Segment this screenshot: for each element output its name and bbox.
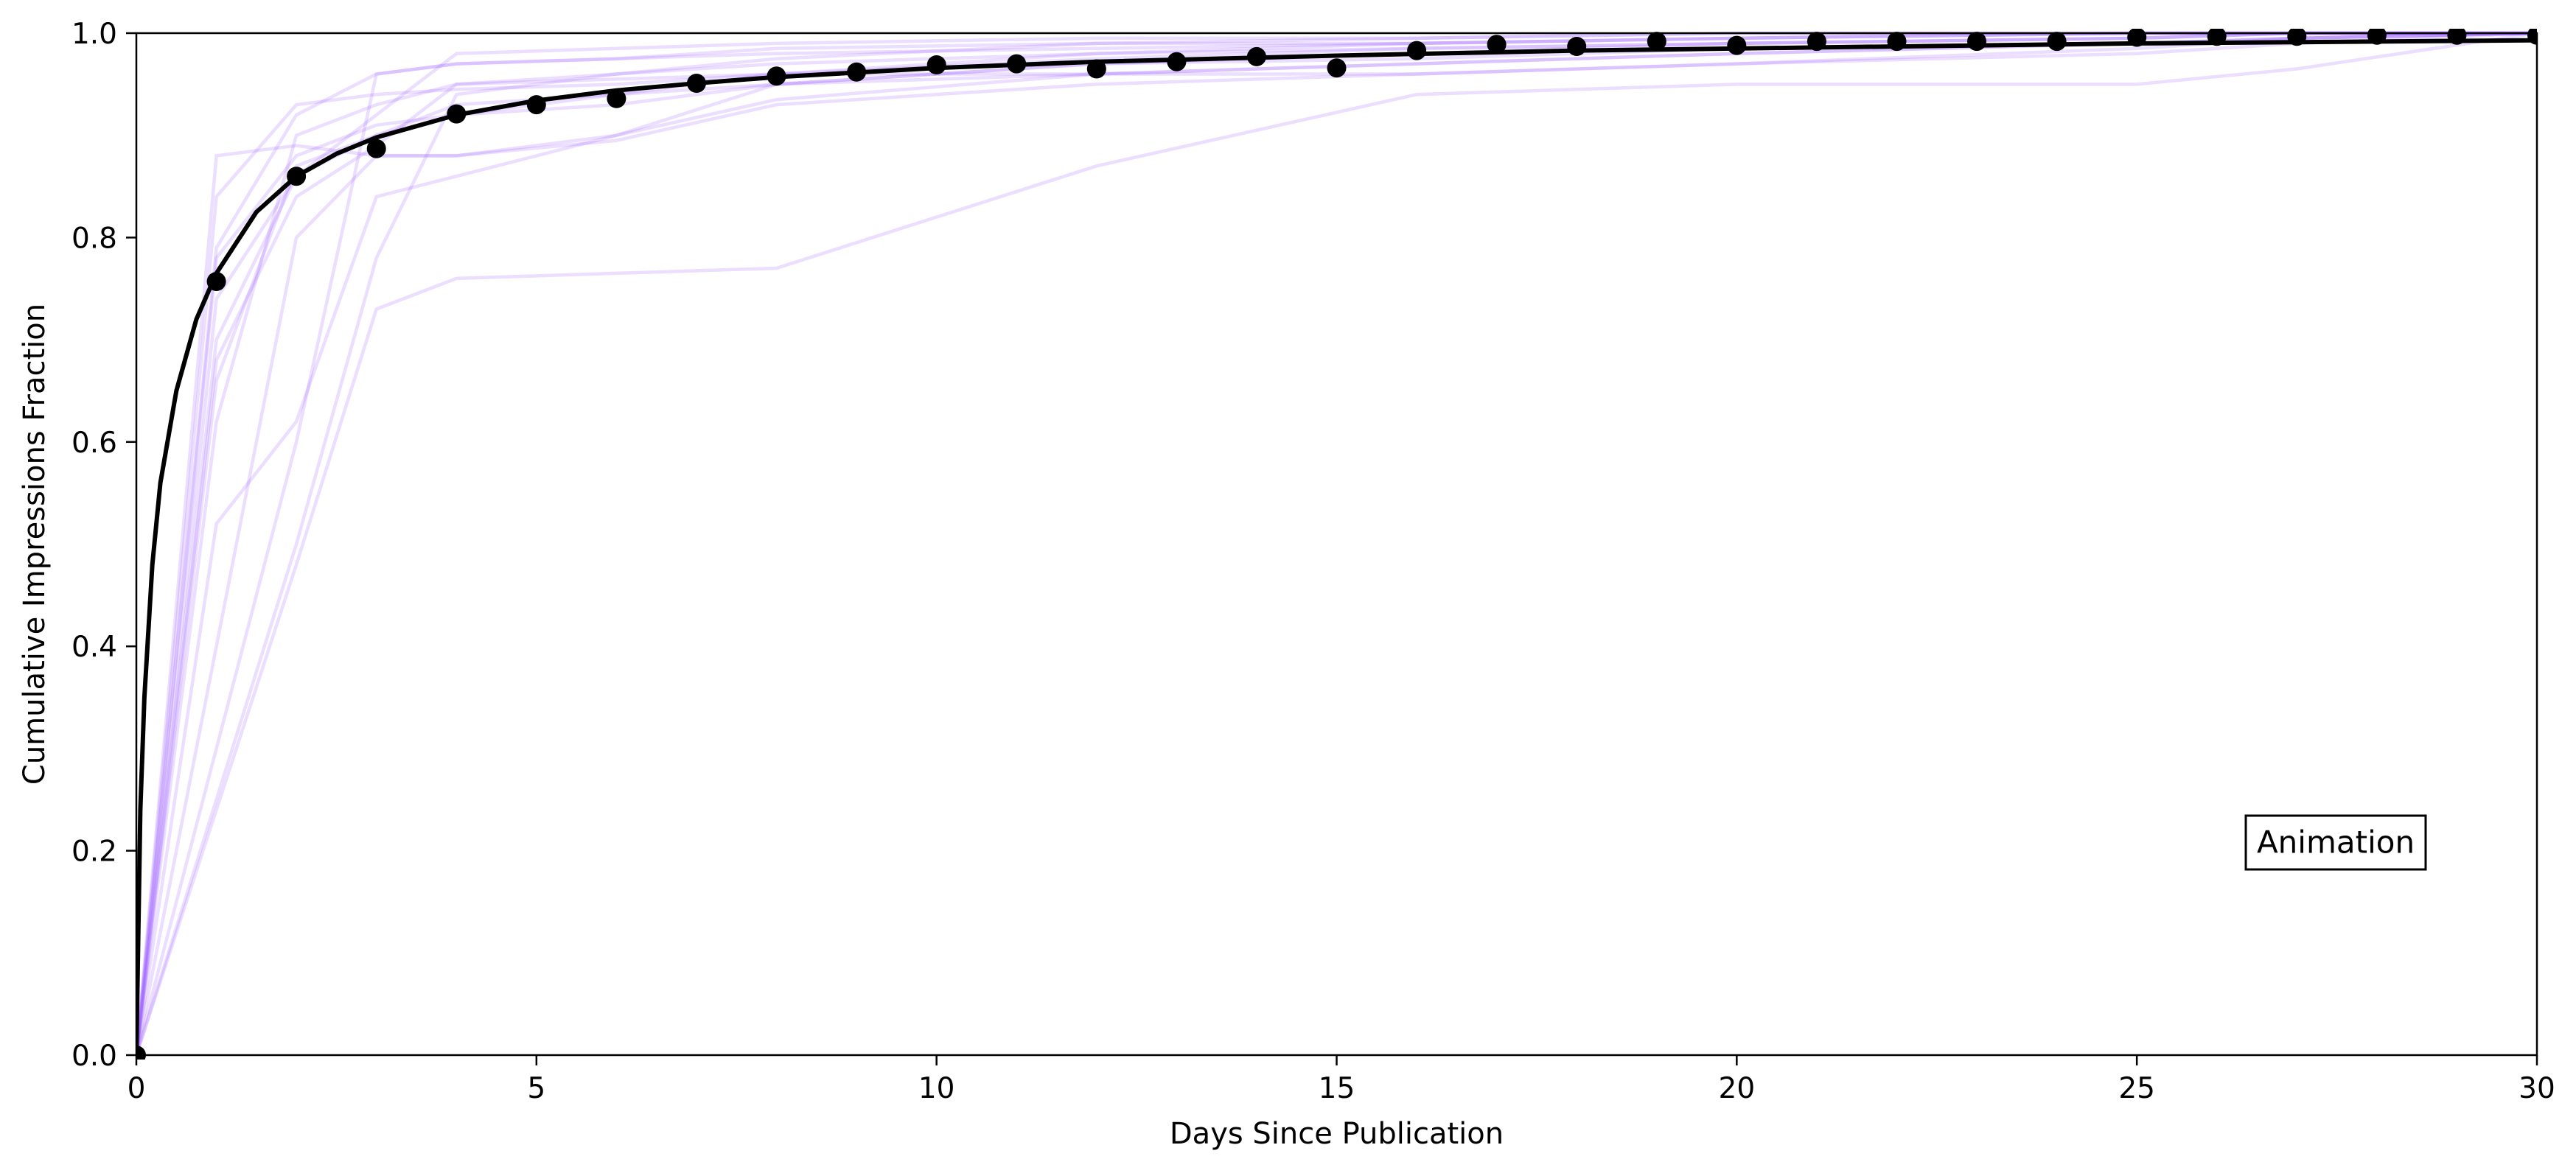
mean-point bbox=[2127, 29, 2147, 47]
y-tick-label: 0.6 bbox=[71, 427, 117, 460]
fit-curve-line bbox=[136, 38, 2537, 1057]
annotation-box: Animation bbox=[2244, 814, 2427, 871]
mean-point bbox=[1167, 52, 1187, 71]
x-tick-label: 5 bbox=[527, 1072, 545, 1105]
y-axis-label: Cumulative Impressions Fraction bbox=[18, 304, 52, 785]
x-axis-ticks: 0 5 10 15 20 25 30 bbox=[128, 1055, 2555, 1105]
x-tick-label: 15 bbox=[1319, 1072, 1355, 1105]
x-tick-label: 20 bbox=[1719, 1072, 1756, 1105]
mean-point bbox=[1807, 32, 1826, 52]
mean-point bbox=[2207, 29, 2227, 46]
x-axis-label: Days Since Publication bbox=[1170, 1117, 1504, 1151]
x-tick-label: 30 bbox=[2519, 1072, 2555, 1105]
mean-point bbox=[607, 88, 626, 108]
individual-series-line bbox=[136, 31, 2537, 1056]
y-axis-ticks: 0.0 0.2 0.4 0.6 0.8 1.0 bbox=[71, 18, 136, 1073]
mean-point bbox=[1567, 37, 1587, 56]
mean-point bbox=[1086, 59, 1106, 79]
mean-point bbox=[926, 55, 946, 74]
mean-point bbox=[206, 272, 226, 291]
y-tick-label: 0.0 bbox=[71, 1040, 117, 1073]
mean-point bbox=[1407, 41, 1427, 60]
x-tick-label: 10 bbox=[918, 1072, 955, 1105]
mean-point bbox=[1007, 54, 1027, 74]
mean-point bbox=[1327, 58, 1347, 78]
y-tick-label: 0.2 bbox=[71, 836, 117, 869]
mean-points bbox=[136, 29, 2537, 1060]
y-tick-label: 0.4 bbox=[71, 631, 117, 664]
y-tick-label: 0.8 bbox=[71, 222, 117, 255]
mean-point bbox=[136, 1046, 146, 1060]
mean-point bbox=[1246, 46, 1266, 66]
annotation-label: Animation bbox=[2257, 824, 2415, 861]
mean-point bbox=[1887, 32, 1907, 52]
mean-point bbox=[687, 74, 706, 93]
mean-point bbox=[366, 139, 386, 158]
mean-point bbox=[847, 62, 867, 82]
mean-point bbox=[1647, 32, 1666, 52]
mean-point bbox=[767, 66, 786, 86]
mean-point bbox=[2287, 29, 2307, 46]
mean-point bbox=[287, 167, 307, 186]
mean-point bbox=[1967, 32, 1986, 52]
mean-point bbox=[1727, 35, 1747, 55]
individual-series-line bbox=[136, 31, 2537, 1056]
mean-point bbox=[2047, 32, 2067, 52]
x-tick-label: 0 bbox=[128, 1072, 146, 1105]
x-tick-label: 25 bbox=[2118, 1072, 2155, 1105]
mean-point bbox=[447, 104, 467, 124]
mean-point bbox=[1487, 35, 1507, 55]
annotation-border bbox=[2244, 814, 2427, 871]
mean-point bbox=[526, 95, 546, 115]
y-tick-label: 1.0 bbox=[71, 18, 117, 51]
